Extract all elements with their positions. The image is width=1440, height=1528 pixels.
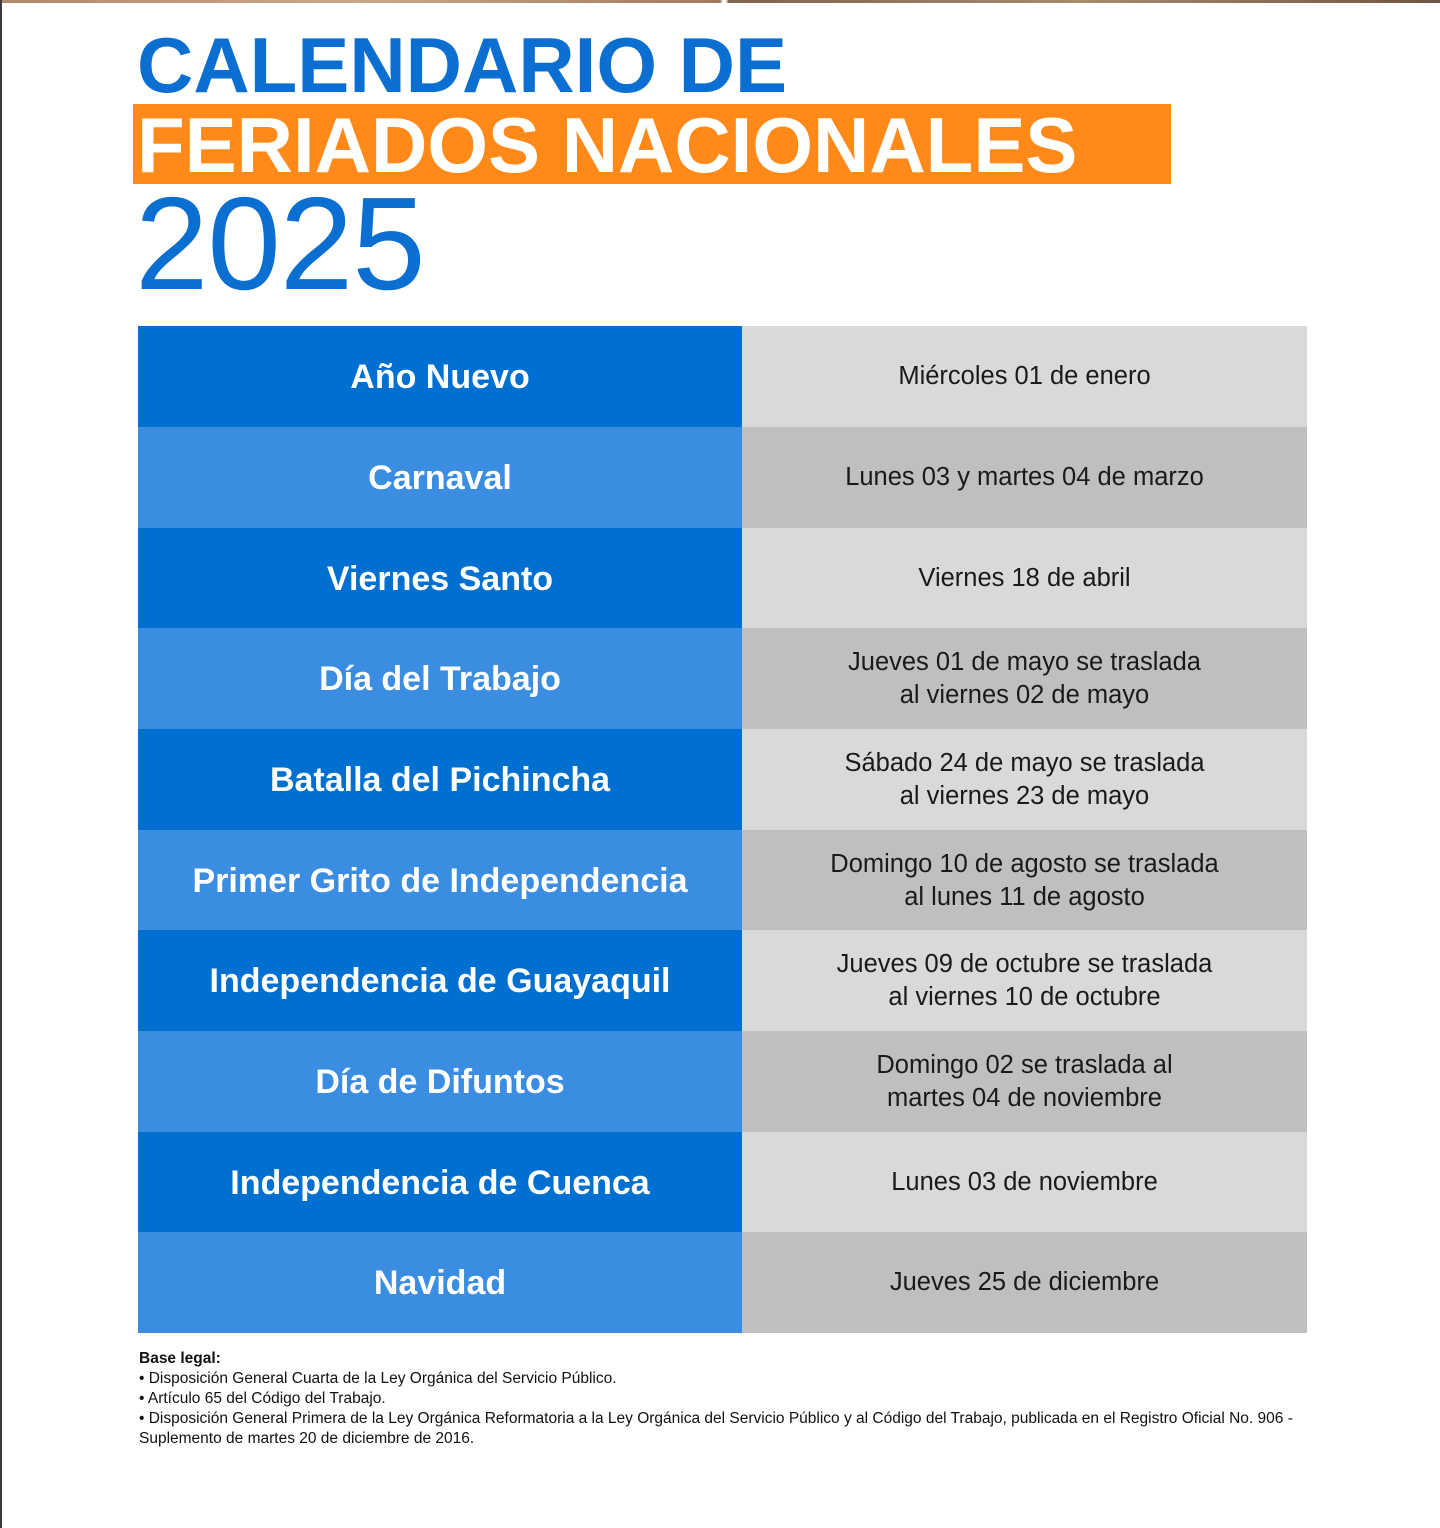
holidays-table: Año Nuevo Miércoles 01 de enero Carnaval…	[138, 326, 1307, 1333]
holiday-name: Primer Grito de Independencia	[138, 830, 742, 931]
holiday-name: Independencia de Guayaquil	[138, 930, 742, 1031]
holiday-name: Navidad	[138, 1232, 742, 1333]
holiday-name: Viernes Santo	[138, 528, 742, 629]
holiday-date: Jueves 01 de mayo se traslada al viernes…	[742, 628, 1307, 729]
legal-basis: Base legal: • Disposición General Cuarta…	[139, 1349, 1299, 1449]
holiday-row: Batalla del Pichincha Sábado 24 de mayo …	[138, 729, 1307, 830]
holiday-row: Primer Grito de Independencia Domingo 10…	[138, 830, 1307, 931]
holiday-date: Domingo 02 se traslada al martes 04 de n…	[742, 1031, 1307, 1132]
top-image-strip	[0, 0, 1440, 3]
holiday-name: Batalla del Pichincha	[138, 729, 742, 830]
holiday-name: Independencia de Cuenca	[138, 1132, 742, 1233]
legal-item: • Disposición General Cuarta de la Ley O…	[139, 1370, 617, 1387]
holiday-date: Domingo 10 de agosto se traslada al lune…	[742, 830, 1307, 931]
title-year: 2025	[135, 170, 426, 317]
holiday-date: Jueves 09 de octubre se traslada al vier…	[742, 930, 1307, 1031]
holiday-date: Lunes 03 de noviembre	[742, 1132, 1307, 1233]
left-border	[0, 0, 2, 1528]
holiday-row: Independencia de Guayaquil Jueves 09 de …	[138, 930, 1307, 1031]
holiday-row: Independencia de Cuenca Lunes 03 de novi…	[138, 1132, 1307, 1233]
holiday-name: Año Nuevo	[138, 326, 742, 427]
holiday-date: Jueves 25 de diciembre	[742, 1232, 1307, 1333]
holiday-row: Día del Trabajo Jueves 01 de mayo se tra…	[138, 628, 1307, 729]
holiday-row: Año Nuevo Miércoles 01 de enero	[138, 326, 1307, 427]
legal-title: Base legal:	[139, 1350, 221, 1367]
legal-item: • Artículo 65 del Código del Trabajo.	[139, 1390, 386, 1407]
holiday-name: Carnaval	[138, 427, 742, 528]
holiday-date: Lunes 03 y martes 04 de marzo	[742, 427, 1307, 528]
holiday-name: Día de Difuntos	[138, 1031, 742, 1132]
holiday-date: Viernes 18 de abril	[742, 528, 1307, 629]
holiday-date: Miércoles 01 de enero	[742, 326, 1307, 427]
holiday-row: Carnaval Lunes 03 y martes 04 de marzo	[138, 427, 1307, 528]
holiday-name: Día del Trabajo	[138, 628, 742, 729]
title-highlight-band	[133, 104, 1171, 184]
holiday-row: Navidad Jueves 25 de diciembre	[138, 1232, 1307, 1333]
holiday-row: Viernes Santo Viernes 18 de abril	[138, 528, 1307, 629]
holiday-row: Día de Difuntos Domingo 02 se traslada a…	[138, 1031, 1307, 1132]
holiday-date: Sábado 24 de mayo se traslada al viernes…	[742, 729, 1307, 830]
title-line-1: CALENDARIO DE	[137, 21, 788, 109]
title-line-2: FERIADOS NACIONALES	[137, 101, 1078, 189]
legal-item: • Disposición General Primera de la Ley …	[139, 1410, 1293, 1447]
